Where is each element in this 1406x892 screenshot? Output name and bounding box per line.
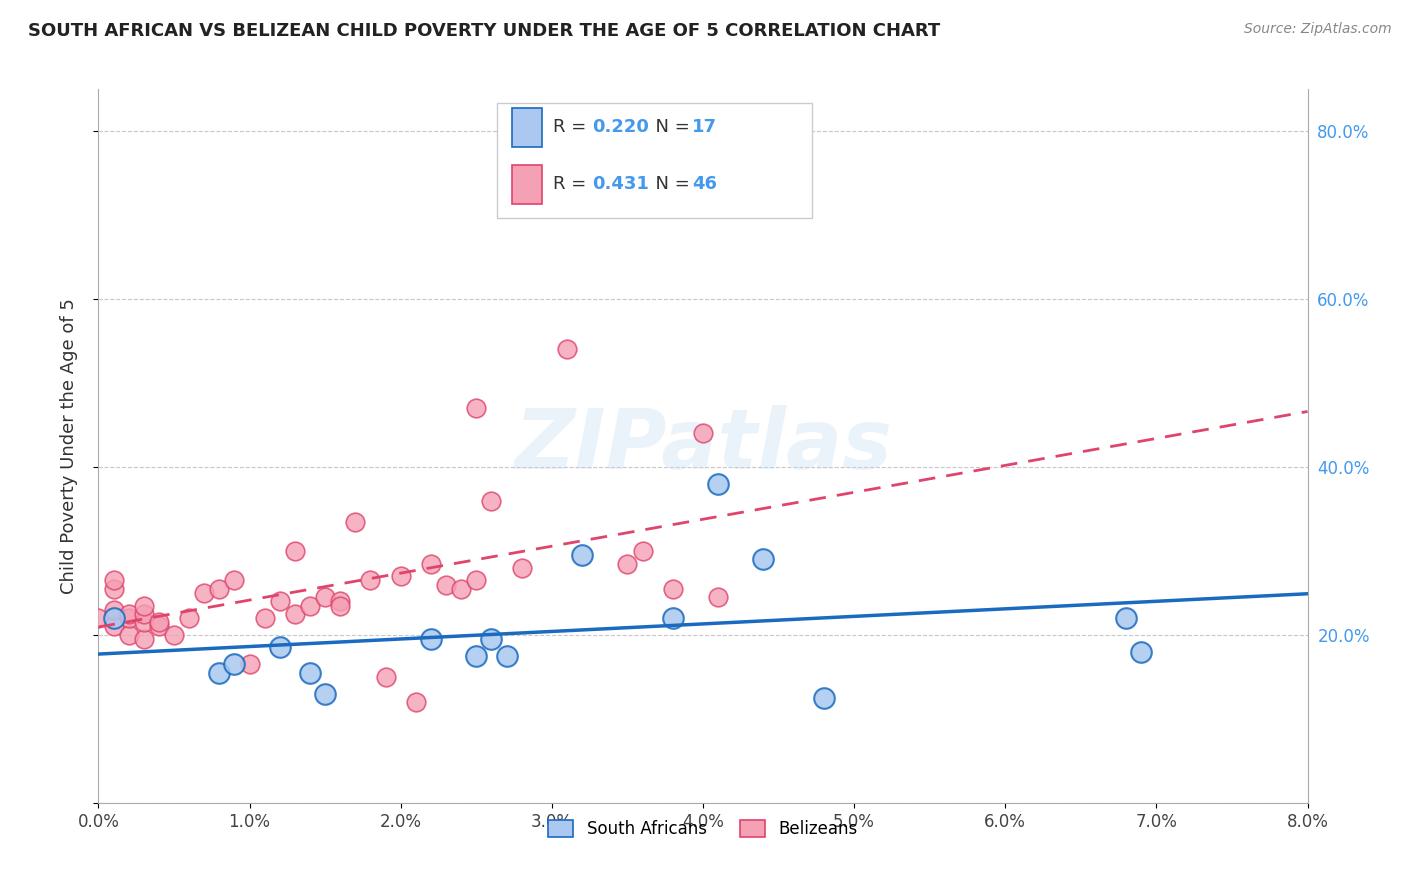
- Point: [284, 544, 307, 558]
- Text: N =: N =: [644, 176, 695, 194]
- Point: [224, 574, 246, 588]
- Point: [571, 548, 593, 562]
- Point: [1115, 611, 1137, 625]
- Point: [374, 670, 396, 684]
- Text: N =: N =: [644, 119, 695, 136]
- Point: [269, 640, 291, 655]
- Point: [510, 560, 533, 574]
- Point: [208, 582, 231, 596]
- Point: [1130, 645, 1153, 659]
- Legend: South Africans, Belizeans: South Africans, Belizeans: [541, 813, 865, 845]
- Point: [132, 599, 155, 613]
- Point: [208, 665, 231, 680]
- Point: [148, 615, 170, 630]
- Text: R =: R =: [553, 119, 592, 136]
- Point: [253, 611, 276, 625]
- Point: [193, 586, 215, 600]
- Point: [661, 582, 683, 596]
- Point: [284, 607, 307, 621]
- Point: [707, 476, 730, 491]
- Text: 0.220: 0.220: [592, 119, 648, 136]
- Point: [103, 619, 125, 633]
- Point: [163, 628, 186, 642]
- Text: ZIPatlas: ZIPatlas: [515, 406, 891, 486]
- Text: R =: R =: [553, 176, 592, 194]
- Point: [405, 695, 427, 709]
- Point: [179, 611, 201, 625]
- Point: [314, 590, 336, 604]
- Point: [103, 574, 125, 588]
- Point: [118, 628, 141, 642]
- Point: [132, 607, 155, 621]
- Point: [813, 690, 835, 705]
- Point: [420, 632, 443, 646]
- Point: [420, 557, 443, 571]
- FancyBboxPatch shape: [498, 103, 811, 218]
- Point: [314, 687, 336, 701]
- Point: [616, 557, 638, 571]
- Point: [752, 552, 775, 566]
- Point: [389, 569, 412, 583]
- Text: 17: 17: [692, 119, 717, 136]
- Bar: [512, 165, 543, 204]
- Point: [707, 590, 730, 604]
- Point: [103, 603, 125, 617]
- Bar: [512, 108, 543, 147]
- Point: [269, 594, 291, 608]
- Point: [434, 577, 457, 591]
- Point: [631, 544, 654, 558]
- Point: [465, 648, 488, 663]
- Point: [329, 599, 352, 613]
- Point: [118, 607, 141, 621]
- Point: [132, 632, 155, 646]
- Point: [103, 611, 125, 625]
- Point: [87, 611, 110, 625]
- Point: [481, 632, 503, 646]
- Point: [148, 619, 170, 633]
- Point: [118, 611, 141, 625]
- Point: [465, 574, 488, 588]
- Point: [329, 594, 352, 608]
- Point: [299, 599, 322, 613]
- Point: [481, 493, 503, 508]
- Point: [495, 648, 517, 663]
- Point: [103, 582, 125, 596]
- Point: [299, 665, 322, 680]
- Point: [344, 515, 367, 529]
- Point: [224, 657, 246, 672]
- Text: SOUTH AFRICAN VS BELIZEAN CHILD POVERTY UNDER THE AGE OF 5 CORRELATION CHART: SOUTH AFRICAN VS BELIZEAN CHILD POVERTY …: [28, 22, 941, 40]
- Point: [239, 657, 262, 672]
- Point: [692, 426, 714, 441]
- Point: [555, 343, 578, 357]
- Point: [465, 401, 488, 416]
- Y-axis label: Child Poverty Under the Age of 5: Child Poverty Under the Age of 5: [59, 298, 77, 594]
- Point: [450, 582, 472, 596]
- Point: [661, 611, 683, 625]
- Point: [132, 615, 155, 630]
- Text: 0.431: 0.431: [592, 176, 648, 194]
- Text: Source: ZipAtlas.com: Source: ZipAtlas.com: [1244, 22, 1392, 37]
- Text: 46: 46: [692, 176, 717, 194]
- Point: [360, 574, 382, 588]
